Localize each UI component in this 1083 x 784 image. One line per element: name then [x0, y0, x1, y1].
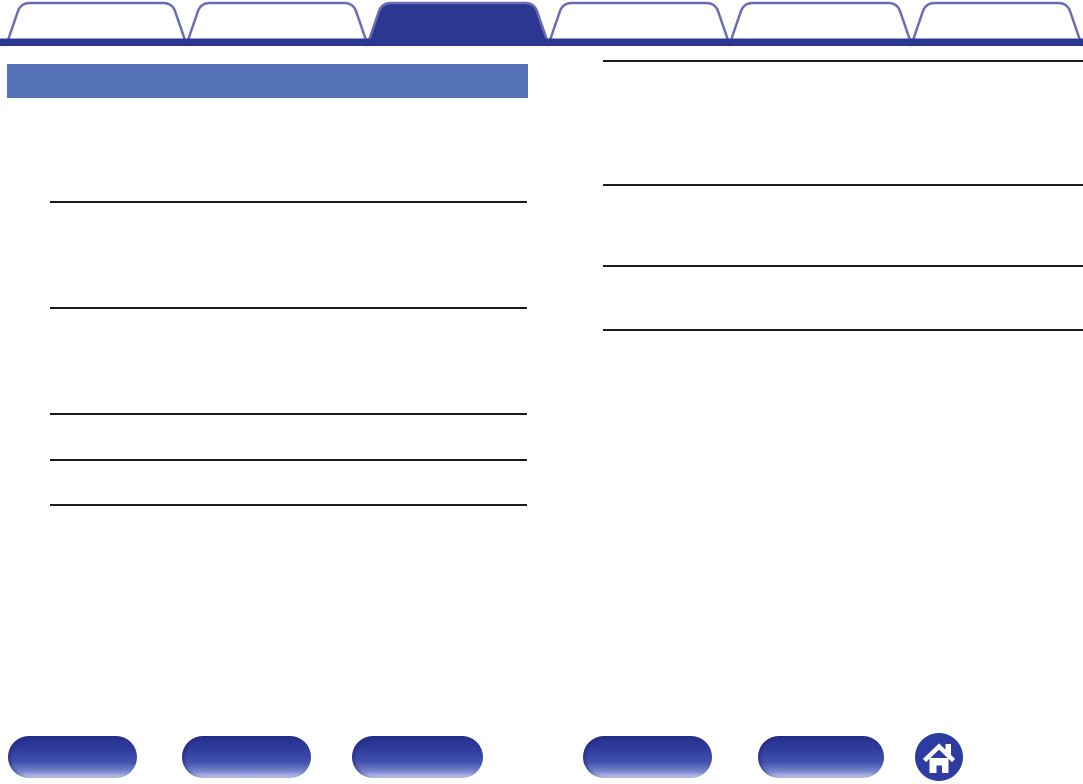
tab-2[interactable]: [184, 1, 370, 47]
left-column-divider: [50, 201, 527, 203]
footer-nav-button-4[interactable]: [583, 736, 712, 778]
left-column-divider: [50, 307, 527, 309]
left-column-divider: [50, 504, 527, 506]
left-column-divider: [50, 459, 527, 461]
tab-5[interactable]: [727, 1, 914, 47]
home-icon: [922, 743, 956, 773]
left-column-divider: [50, 413, 527, 415]
footer-nav-button-1[interactable]: [8, 736, 137, 778]
tab-3-active[interactable]: [365, 1, 551, 47]
tab-strip-bottom-bar: [0, 38, 1083, 46]
tab-4[interactable]: [546, 1, 732, 47]
footer-nav-button-2[interactable]: [182, 736, 311, 778]
home-button[interactable]: [915, 733, 963, 781]
right-column-divider: [603, 184, 1083, 186]
right-column-divider: [603, 329, 1083, 331]
footer-nav-button-3[interactable]: [352, 736, 483, 778]
tab-1[interactable]: [4, 1, 189, 47]
right-column-divider: [603, 265, 1083, 267]
tab-6[interactable]: [909, 1, 1083, 47]
footer-nav-button-5[interactable]: [758, 736, 884, 778]
section-header-bar: [7, 64, 528, 98]
tab-strip: [0, 1, 1083, 47]
right-column-divider: [603, 60, 1083, 62]
